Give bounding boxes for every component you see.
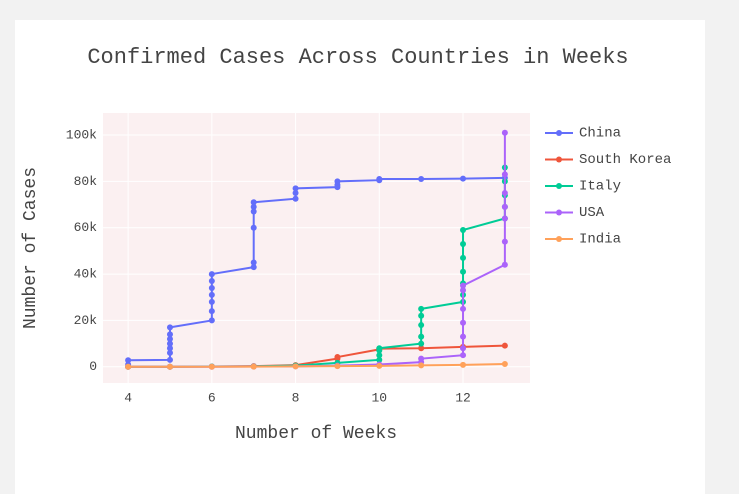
legend-marker [556,130,562,136]
data-point [292,195,299,202]
data-point [334,354,341,361]
data-point [376,352,383,359]
y-tick-label: 20k [74,313,98,328]
y-tick-label: 0 [89,359,97,374]
data-point [460,287,467,294]
data-point [418,312,425,319]
data-point [418,345,425,352]
data-point [418,305,425,312]
data-point [208,271,215,278]
data-point [166,356,173,363]
y-tick-label: 40k [74,267,98,282]
data-point [334,363,341,370]
data-point [250,203,257,210]
data-point [460,305,467,312]
data-point [166,349,173,356]
x-tick-label: 10 [371,390,387,405]
data-point [376,356,383,363]
data-point [250,363,257,370]
data-point [501,360,508,367]
data-point [376,345,383,352]
data-point [208,317,215,324]
plot-area [103,113,530,383]
y-tick-label: 100k [66,127,97,142]
data-point [501,203,508,210]
data-point [334,178,341,185]
x-tick-label: 6 [208,390,216,405]
data-point [460,268,467,275]
data-point [250,259,257,266]
y-tick-label: 60k [74,220,98,235]
data-point [208,363,215,370]
legend-label: USA [579,205,605,221]
data-point [418,355,425,362]
data-point [418,340,425,347]
data-point [501,261,508,268]
data-point [501,238,508,245]
legend-label: Italy [579,179,621,195]
x-axis-title: Number of Weeks [235,424,397,444]
chart-title: Confirmed Cases Across Countries in Week… [87,45,628,70]
data-point [460,352,467,359]
x-tick-label: 8 [292,390,300,405]
data-point [166,335,173,342]
data-point [460,361,467,368]
data-point [166,363,173,370]
data-point [501,189,508,196]
series-line [128,362,505,368]
data-point [292,185,299,192]
data-point [208,298,215,305]
data-point [250,199,257,206]
y-tick-label: 80k [74,174,98,189]
data-point [418,362,425,369]
data-point [460,333,467,340]
data-point [125,357,132,364]
data-point [208,308,215,315]
legend-label: India [579,232,621,248]
y-axis-title: Number of Cases [21,167,41,329]
data-point [501,129,508,136]
data-point [460,319,467,326]
x-tick-label: 4 [124,390,132,405]
data-point [376,176,383,183]
data-point [460,175,467,182]
data-point [460,282,467,289]
data-point [292,189,299,196]
legend-marker [556,209,562,216]
x-tick-label: 12 [455,390,471,405]
data-point [501,215,508,222]
data-point [460,240,467,247]
data-point [166,340,173,347]
legend-marker [556,236,562,242]
data-point [376,362,383,369]
data-point [418,333,425,340]
data-point [125,363,132,370]
legend-marker [556,183,562,189]
data-point [208,284,215,291]
data-point [166,345,173,352]
legend-label: South Korea [579,152,671,168]
data-point [208,278,215,285]
data-point [250,224,257,231]
data-point [460,227,467,234]
data-point [166,331,173,338]
data-point [166,324,173,331]
data-point [501,342,508,349]
data-point [250,208,257,215]
data-point [418,176,425,183]
data-point [501,171,508,178]
data-point [418,322,425,329]
data-point [292,363,299,370]
legend-marker [556,156,562,163]
data-point [460,345,467,352]
legend-label: China [579,126,621,142]
data-point [460,254,467,261]
data-point [250,264,257,271]
data-point [208,291,215,298]
